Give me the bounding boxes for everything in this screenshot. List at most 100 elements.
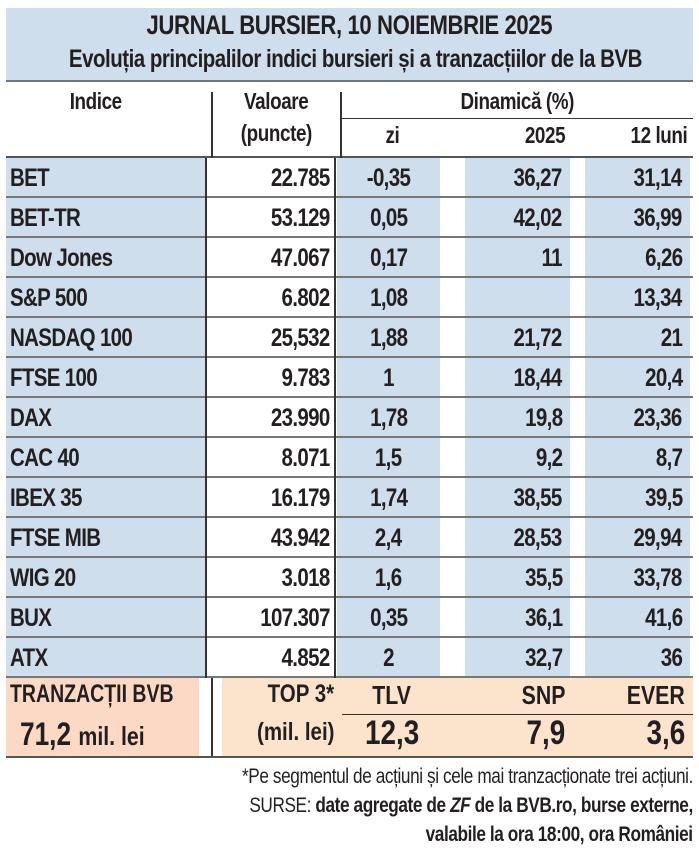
index-name-cell: ATX bbox=[6, 638, 205, 676]
table-row: NASDAQ 100 25,532 1,88 21,72 21 bbox=[6, 318, 693, 358]
change-12m-cell: 41,6 bbox=[585, 598, 690, 636]
sources-zf: ZF bbox=[450, 794, 471, 817]
index-name-cell: BET-TR bbox=[6, 198, 205, 236]
change-12m-cell: 8,7 bbox=[585, 438, 690, 476]
index-name-cell: BUX bbox=[6, 598, 205, 636]
divider bbox=[211, 92, 213, 158]
top3-value: 3,6 bbox=[646, 714, 685, 752]
index-value-cell: 25,532 bbox=[207, 318, 334, 356]
index-name: Dow Jones bbox=[10, 244, 113, 272]
divider bbox=[334, 318, 336, 358]
change-12m: 29,94 bbox=[633, 524, 683, 552]
index-name: NASDAQ 100 bbox=[10, 324, 133, 352]
change-day: -0,35 bbox=[366, 164, 411, 192]
index-name: CAC 40 bbox=[10, 444, 80, 472]
top3-symbol: TLV bbox=[372, 680, 412, 710]
bvb-label: TRANZACȚII BVB bbox=[10, 680, 174, 708]
change-ytd: 38,55 bbox=[513, 484, 563, 512]
change-ytd-cell: 11 bbox=[465, 238, 570, 276]
footnote: *Pe segmentul de acțiuni și cele mai tra… bbox=[242, 765, 693, 788]
sources-text: de la BVB.ro, burse externe, bbox=[470, 794, 694, 817]
change-ytd: 36,1 bbox=[524, 604, 563, 632]
index-value-cell: 8.071 bbox=[207, 438, 334, 476]
table-row: FTSE 100 9.783 1 18,44 20,4 bbox=[6, 358, 693, 398]
index-name-cell: WIG 20 bbox=[6, 558, 205, 596]
change-12m: 41,6 bbox=[644, 604, 683, 632]
header-puncte: (puncte) bbox=[240, 120, 312, 146]
change-ytd: 21,72 bbox=[513, 324, 563, 352]
change-day: 0,05 bbox=[369, 204, 408, 232]
divider bbox=[334, 358, 336, 398]
change-ytd-cell: 32,7 bbox=[465, 638, 570, 676]
change-ytd-cell: 36,27 bbox=[465, 158, 570, 196]
table-row: WIG 20 3.018 1,6 35,5 33,78 bbox=[6, 558, 693, 598]
change-day: 1,08 bbox=[369, 284, 408, 312]
index-name: BUX bbox=[10, 604, 52, 632]
divider bbox=[205, 398, 207, 438]
change-12m-cell: 39,5 bbox=[585, 478, 690, 516]
index-value: 107.307 bbox=[260, 604, 330, 632]
change-ytd-cell: 9,2 bbox=[465, 438, 570, 476]
divider bbox=[205, 238, 207, 278]
sources-text: date agregate de bbox=[315, 794, 451, 817]
change-12m-cell: 29,94 bbox=[585, 518, 690, 556]
top3-value: 7,9 bbox=[526, 714, 565, 752]
table-header: Indice Valoare (puncte) Dinamică (%) zi … bbox=[6, 84, 693, 158]
index-name: S&P 500 bbox=[10, 284, 88, 312]
divider bbox=[334, 238, 336, 278]
change-12m: 33,78 bbox=[633, 564, 683, 592]
change-12m: 20,4 bbox=[644, 364, 683, 392]
change-12m: 13,34 bbox=[633, 284, 683, 312]
page-title: JURNAL BURSIER, 10 NOIEMBRIE 2025 bbox=[146, 10, 553, 40]
top3-panel bbox=[222, 678, 693, 756]
change-ytd: 32,7 bbox=[524, 644, 563, 672]
change-ytd-cell bbox=[465, 278, 570, 316]
change-day: 2,4 bbox=[375, 524, 402, 552]
top3-unit: (mil. lei) bbox=[256, 718, 334, 746]
change-day-cell: -0,35 bbox=[337, 158, 440, 196]
table-row: BET-TR 53.129 0,05 42,02 36,99 bbox=[6, 198, 693, 238]
change-12m-cell: 31,14 bbox=[585, 158, 690, 196]
divider bbox=[205, 198, 207, 238]
index-name: DAX bbox=[10, 404, 52, 432]
top3-label: TOP 3* bbox=[267, 680, 334, 708]
index-value-cell: 9.783 bbox=[207, 358, 334, 396]
footnotes: *Pe segmentul de acțiuni și cele mai tra… bbox=[143, 762, 693, 849]
divider bbox=[205, 158, 207, 198]
index-value-cell: 6.802 bbox=[207, 278, 334, 316]
index-value-cell: 53.129 bbox=[207, 198, 334, 236]
index-value: 16.179 bbox=[271, 484, 330, 512]
divider bbox=[205, 318, 207, 358]
index-name-cell: BET bbox=[6, 158, 205, 196]
divider bbox=[334, 278, 336, 318]
change-day: 2 bbox=[383, 644, 394, 672]
change-ytd: 42,02 bbox=[513, 204, 563, 232]
index-name: ATX bbox=[10, 644, 48, 672]
index-name: BET bbox=[10, 164, 50, 192]
change-12m: 36 bbox=[660, 644, 683, 672]
change-ytd: 11 bbox=[541, 244, 563, 272]
index-name-cell: CAC 40 bbox=[6, 438, 205, 476]
index-name-cell: IBEX 35 bbox=[6, 478, 205, 516]
change-12m-cell: 13,34 bbox=[585, 278, 690, 316]
header-2025: 2025 bbox=[524, 122, 566, 148]
table-row: IBEX 35 16.179 1,74 38,55 39,5 bbox=[6, 478, 693, 518]
change-day-cell: 0,05 bbox=[337, 198, 440, 236]
change-ytd: 9,2 bbox=[535, 444, 562, 472]
change-day-cell: 1,5 bbox=[337, 438, 440, 476]
divider bbox=[342, 118, 693, 119]
page-subtitle: Evoluția principalilor indici bursieri ș… bbox=[68, 45, 643, 73]
divider bbox=[211, 678, 213, 756]
change-ytd-cell: 18,44 bbox=[465, 358, 570, 396]
change-ytd: 36,27 bbox=[513, 164, 563, 192]
index-table: BET 22.785 -0,35 36,27 31,14 BET-TR 53.129 0,05… bbox=[6, 158, 693, 678]
divider bbox=[205, 438, 207, 478]
index-name: WIG 20 bbox=[10, 564, 76, 592]
change-12m: 8,7 bbox=[655, 444, 682, 472]
change-ytd-cell: 36,1 bbox=[465, 598, 570, 636]
header-12-luni: 12 luni bbox=[630, 122, 687, 148]
index-value-cell: 22.785 bbox=[207, 158, 334, 196]
divider bbox=[205, 598, 207, 638]
index-value: 22.785 bbox=[271, 164, 330, 192]
top3-symbol: SNP bbox=[521, 680, 565, 710]
